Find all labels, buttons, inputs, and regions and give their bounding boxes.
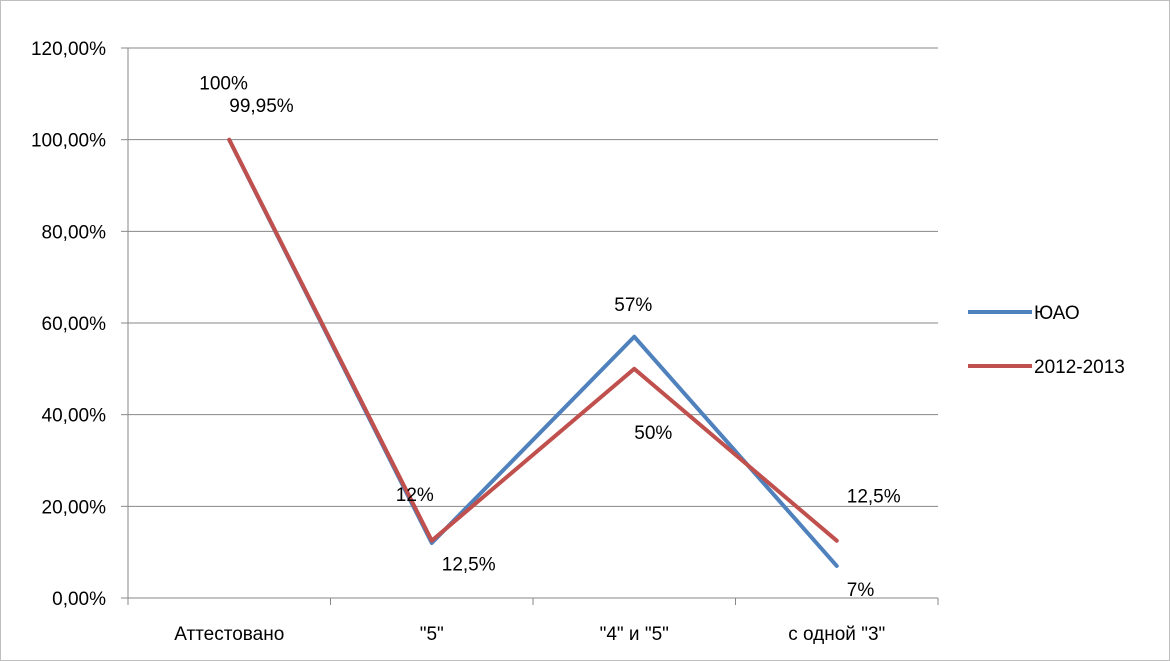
y-tick-label: 20,00% [42,497,107,518]
y-tick-label: 0,00% [52,589,106,610]
x-category-label: "5" [420,624,444,645]
x-category-label: с одной "3" [788,624,885,645]
data-label: 12,5% [847,487,901,508]
legend-label: ЮАО [1034,303,1080,324]
data-label: 12% [396,485,434,506]
y-tick-label: 40,00% [42,406,107,427]
data-label: 50% [634,423,672,444]
y-tick-label: 120,00% [31,39,106,60]
data-label: 12,5% [442,555,496,576]
data-label: 57% [614,295,652,316]
y-tick-label: 60,00% [42,314,107,335]
x-category-label: "4" и "5" [600,624,669,645]
data-label: 99,95% [229,96,294,117]
data-label: 100% [199,74,248,95]
y-tick-label: 80,00% [42,222,107,243]
data-label: 7% [847,580,875,601]
x-category-label: Аттестовано [174,624,284,645]
legend-label: 2012-2013 [1034,357,1125,378]
y-tick-label: 100,00% [31,131,106,152]
